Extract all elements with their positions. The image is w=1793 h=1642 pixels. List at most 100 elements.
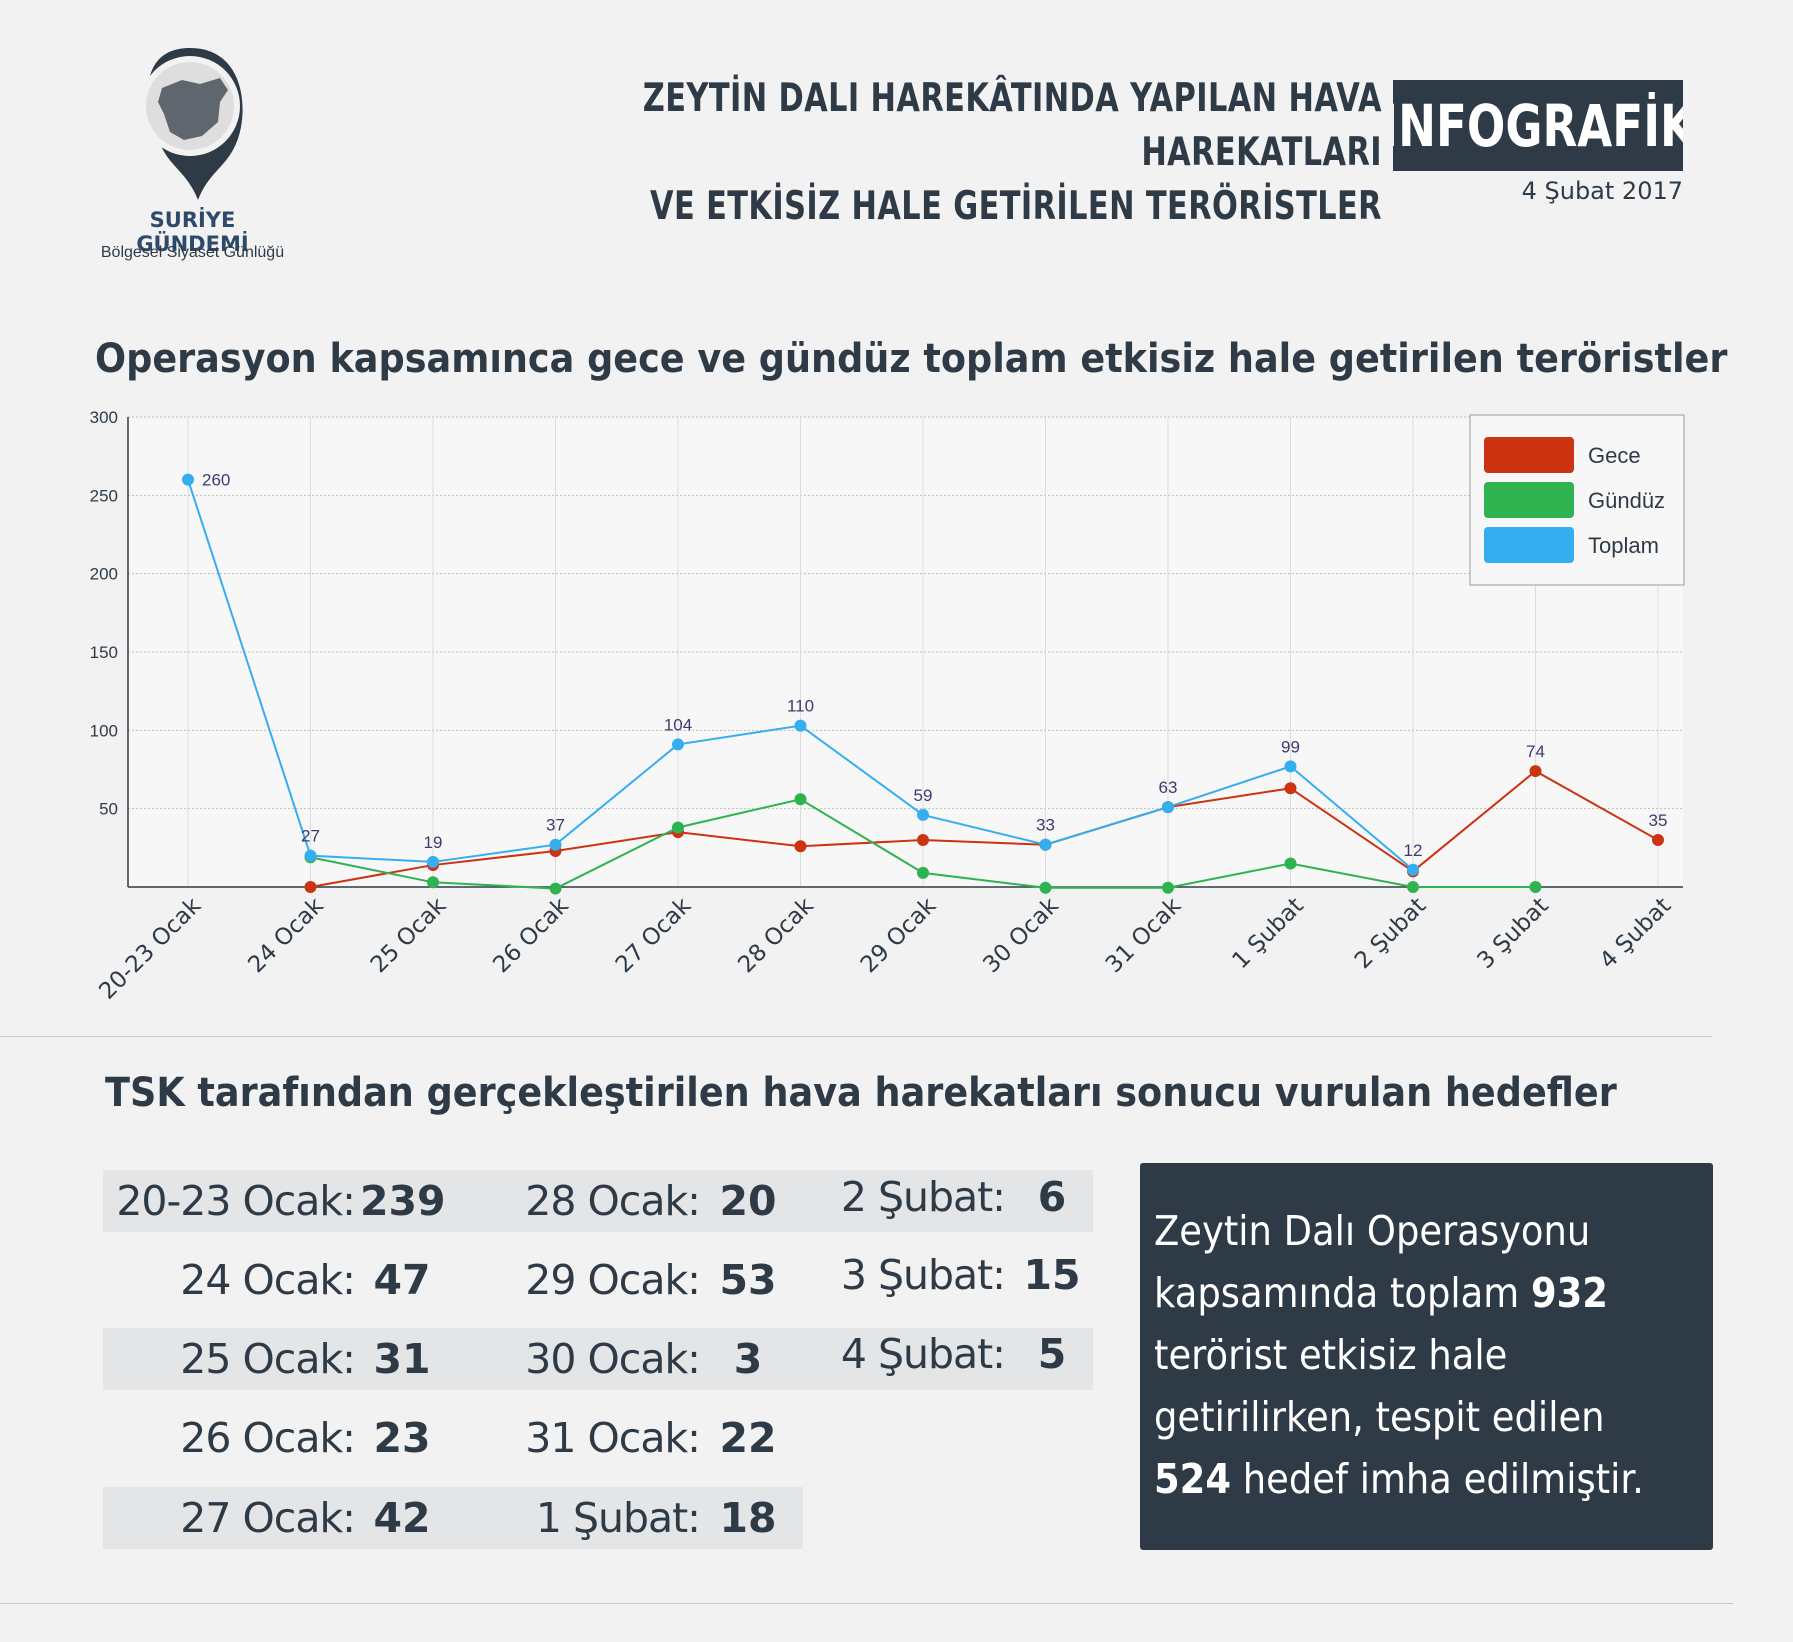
chart-title: Operasyon kapsamınca gece ve gündüz topl… — [95, 336, 1728, 382]
table-label: 28 Ocak: — [525, 1177, 701, 1225]
x-tick-label: 30 Ocak — [978, 892, 1064, 978]
y-tick-label: 250 — [90, 486, 118, 505]
infographic-badge: İNFOGRAFİK — [1393, 80, 1683, 171]
data-point — [917, 808, 929, 821]
table-row: 25 Ocak: 31 — [0, 1328, 1793, 1390]
table-label: 4 Şubat: — [840, 1330, 1006, 1378]
data-point — [794, 840, 807, 853]
y-tick-label: 150 — [90, 643, 118, 662]
data-point — [427, 876, 439, 889]
table-row: 30 Ocak: 3 — [0, 1328, 1793, 1390]
table-row: 27 Ocak: 42 — [0, 1487, 1793, 1549]
summary-line: terörist etkisiz hale — [1154, 1331, 1508, 1379]
logo-name: SURİYE GÜNDEMİ — [136, 208, 249, 256]
x-tick-label: 24 Ocak — [243, 892, 329, 978]
map-pin-icon — [140, 48, 243, 200]
table-row: 4 Şubat: 5 — [0, 1323, 1793, 1385]
table-row: 24 Ocak: 47 — [0, 1249, 1793, 1311]
data-point — [549, 838, 562, 851]
x-tick-label: 1 Şubat — [1228, 893, 1309, 974]
data-point — [1407, 863, 1419, 876]
x-tick-label: 29 Ocak — [856, 892, 942, 978]
table-value: 31 — [373, 1335, 431, 1383]
data-label: 110 — [787, 697, 814, 716]
data-label: 35 — [1649, 811, 1668, 830]
table-value: 5 — [1037, 1330, 1067, 1378]
y-tick-label: 100 — [90, 721, 118, 740]
table-label: 30 Ocak: — [525, 1335, 701, 1383]
x-tick-label: 31 Ocak — [1101, 892, 1187, 978]
summary-box: Zeytin Dalı Operasyonu kapsamında toplam… — [1140, 1163, 1713, 1550]
table-row: 3 Şubat: 15 — [0, 1244, 1793, 1306]
data-label: 59 — [914, 786, 933, 805]
date-label: 4 Şubat 2017 — [1521, 177, 1683, 205]
table-value: 239 — [360, 1177, 446, 1225]
data-point — [1284, 782, 1297, 795]
data-point — [794, 719, 807, 732]
data-label: 19 — [424, 833, 443, 852]
y-tick-label: 300 — [90, 408, 118, 427]
table-label: 29 Ocak: — [525, 1256, 701, 1304]
table-row: 26 Ocak: 23 — [0, 1407, 1793, 1469]
table-value: 6 — [1037, 1173, 1067, 1221]
table-row: 2 Şubat: 6 — [0, 1166, 1793, 1228]
data-point — [1407, 881, 1419, 893]
table-label: 27 Ocak: — [180, 1494, 356, 1542]
y-tick-label: 50 — [99, 800, 118, 819]
summary-line: getirilirken, tespit edilen — [1154, 1393, 1605, 1441]
data-point — [794, 793, 807, 806]
table-value: 53 — [719, 1256, 777, 1304]
table-label: 26 Ocak: — [180, 1414, 356, 1462]
table-value: 23 — [373, 1414, 431, 1462]
table-row: 20-23 Ocak: 239 — [0, 1170, 1793, 1232]
data-point — [1162, 801, 1174, 814]
data-label: 63 — [1159, 778, 1178, 797]
series-line-gece — [310, 769, 1659, 888]
table-band — [103, 1170, 1093, 1232]
data-label: 104 — [664, 715, 692, 734]
data-point — [1039, 881, 1052, 894]
table-label: 31 Ocak: — [525, 1414, 701, 1462]
data-point — [1284, 857, 1297, 870]
legend-label: Gündüz — [1588, 488, 1665, 513]
table-value: 47 — [373, 1256, 431, 1304]
x-tick-label: 25 Ocak — [366, 892, 452, 978]
data-label: 33 — [1036, 816, 1055, 835]
legend-swatch — [1484, 437, 1574, 473]
data-point — [1529, 765, 1542, 778]
data-point — [917, 866, 929, 879]
data-point — [549, 882, 562, 895]
footer-divider — [0, 1603, 1733, 1604]
data-point — [304, 849, 317, 862]
data-point — [1284, 760, 1297, 773]
data-point — [182, 473, 194, 486]
data-label: 260 — [202, 471, 230, 490]
x-tick-label: 20-23 Ocak — [94, 892, 206, 1004]
summary-line: kapsamında toplam 932 — [1154, 1269, 1608, 1317]
logo-tagline: Bölgesel Siyaset Günlüğü — [100, 244, 285, 261]
legend-label: Toplam — [1588, 533, 1659, 558]
table-label: 25 Ocak: — [180, 1335, 356, 1383]
legend-label: Gece — [1588, 443, 1641, 468]
data-point — [1529, 881, 1542, 893]
x-tick-label: 3 Şubat — [1473, 893, 1554, 974]
summary-total: 932 — [1530, 1269, 1608, 1317]
legend-swatch — [1484, 527, 1574, 563]
x-tick-label: 4 Şubat — [1595, 893, 1676, 974]
data-point — [427, 855, 439, 868]
table-value: 20 — [719, 1177, 777, 1225]
page-title-line-1: ZEYTİN DALI HAREKÂTINDA YAPILAN HAVA HAR… — [642, 76, 1382, 175]
table-row: 29 Ocak: 53 — [0, 1249, 1793, 1311]
data-point — [304, 881, 317, 893]
data-label: 99 — [1281, 737, 1300, 756]
table-value: 22 — [719, 1414, 777, 1462]
page-title-line-2: VE ETKİSİZ HALE GETİRİLEN TERÖRİSTLER — [650, 184, 1382, 229]
table-row: 31 Ocak: 22 — [0, 1407, 1793, 1469]
table-label: 24 Ocak: — [180, 1256, 356, 1304]
data-label: 12 — [1404, 841, 1423, 860]
table-band — [103, 1328, 1093, 1390]
line-chart: 50 100 150 200 250 300 20-23 Ocak 24 Ocak 25 Oca… — [90, 408, 1685, 1005]
table-value: 3 — [733, 1335, 763, 1383]
data-point — [917, 834, 929, 846]
table-label: 3 Şubat: — [840, 1251, 1006, 1299]
